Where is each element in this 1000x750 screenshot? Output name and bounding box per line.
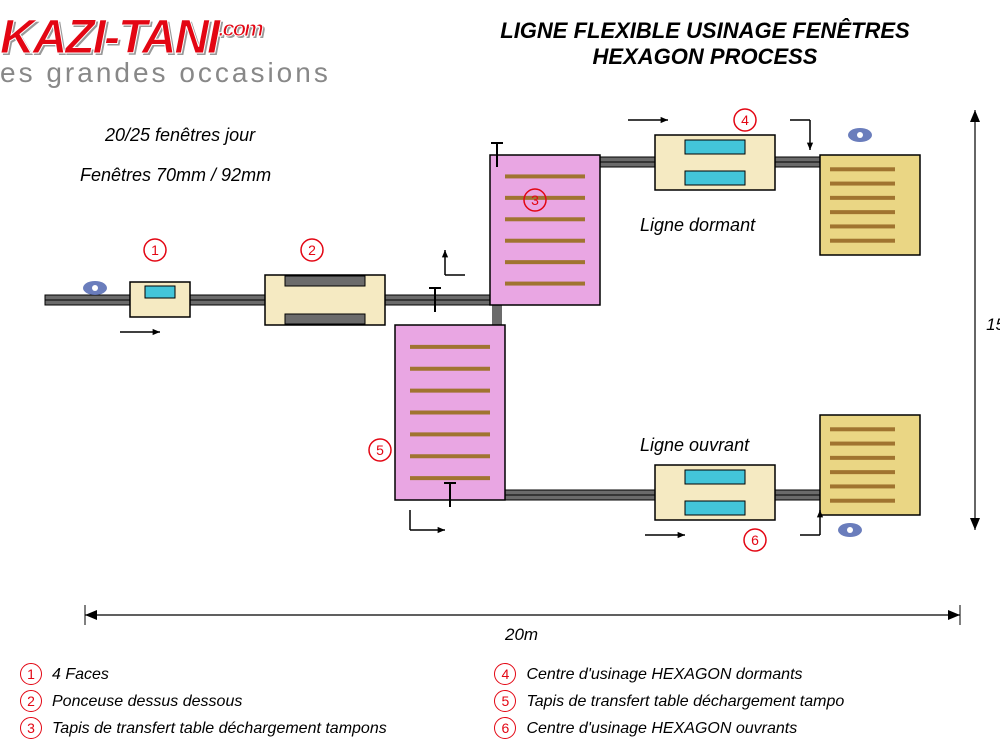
svg-text:1: 1 xyxy=(151,242,159,258)
legend-badge-3: 3 xyxy=(20,717,42,739)
legend-item-4: 4 Centre d'usinage HEXAGON dormants xyxy=(494,663,964,685)
legend-badge-2: 2 xyxy=(20,690,42,712)
svg-text:6: 6 xyxy=(751,532,759,548)
legend-item-5: 5 Tapis de transfert table déchargement t… xyxy=(494,690,964,712)
legend-item-2: 2 Ponceuse dessus dessous xyxy=(20,690,490,712)
legend-item-3: 3 Tapis de transfert table déchargement t… xyxy=(20,717,490,739)
legend-item-6: 6 Centre d'usinage HEXAGON ouvrants xyxy=(494,717,964,739)
logo-tagline: es grandes occasions xyxy=(0,57,331,89)
legend-text-1: 4 Faces xyxy=(52,666,109,684)
legend-text-3: Tapis de transfert table déchargement ta… xyxy=(52,720,387,738)
legend-badge-4: 4 xyxy=(494,663,516,685)
brand-logo: KAZI-TANI.com es grandes occasions xyxy=(0,10,331,89)
legend-text-2: Ponceuse dessus dessous xyxy=(52,693,242,711)
diagram-title: LIGNE FLEXIBLE USINAGE FENÊTRES HEXAGON … xyxy=(430,18,980,70)
process-diagram: 1 2 3 4 5 6 xyxy=(0,100,1000,640)
legend-text-6: Centre d'usinage HEXAGON ouvrants xyxy=(526,720,797,738)
legend-badge-6: 6 xyxy=(494,717,516,739)
svg-text:2: 2 xyxy=(308,242,316,258)
legend-badge-5: 5 xyxy=(494,690,516,712)
legend-item-1: 1 4 Faces xyxy=(20,663,490,685)
legend-text-4: Centre d'usinage HEXAGON dormants xyxy=(526,666,802,684)
svg-text:5: 5 xyxy=(376,442,384,458)
svg-text:4: 4 xyxy=(741,112,749,128)
legend-badge-1: 1 xyxy=(20,663,42,685)
legend: 1 4 Faces 2 Ponceuse dessus dessous 3 Tapis d… xyxy=(20,658,980,744)
svg-text:3: 3 xyxy=(531,192,539,208)
legend-text-5: Tapis de transfert table déchargement ta… xyxy=(526,693,844,711)
